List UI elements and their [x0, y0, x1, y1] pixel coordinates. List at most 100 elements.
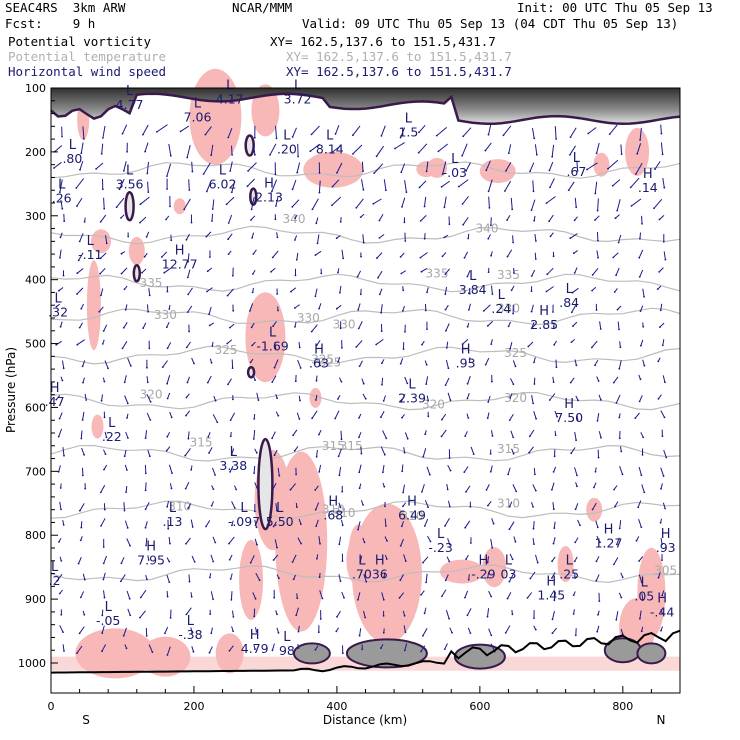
wind-vector-head — [399, 362, 402, 365]
wind-vector-head — [341, 490, 344, 493]
wind-vector-head — [187, 437, 190, 440]
extremum-letter: H — [314, 343, 324, 358]
wind-vector — [273, 521, 277, 527]
wind-vector-head — [534, 258, 537, 260]
wind-vector-head — [291, 136, 294, 138]
wind-vector — [341, 591, 345, 598]
wind-vector-head — [507, 152, 510, 155]
extremum-value: 2.85 — [530, 317, 558, 332]
wind-vector-head — [149, 400, 152, 403]
wind-vector-head — [593, 486, 595, 489]
extremum-value: .63 — [309, 356, 329, 371]
wind-vector — [319, 590, 323, 599]
theta-label: 310 — [333, 506, 356, 520]
wind-vector-head — [60, 560, 63, 562]
wind-vector-head — [528, 435, 531, 438]
wind-vector-head — [60, 613, 63, 616]
wind-vector — [275, 125, 277, 139]
extremum-value: .68 — [323, 508, 343, 523]
pv-contour — [257, 437, 274, 531]
wind-vector-head — [230, 191, 233, 194]
wind-vector-head — [489, 453, 492, 455]
wind-vector-head — [58, 592, 61, 595]
wind-vector-head — [362, 504, 364, 506]
wind-vector-head — [657, 360, 660, 363]
wind-vector — [418, 124, 426, 133]
wind-vector-head — [211, 344, 214, 347]
wind-vector-head — [464, 596, 466, 599]
wind-vector-head — [63, 220, 66, 223]
wind-vector — [254, 519, 257, 528]
wind-vector-head — [502, 134, 505, 137]
wind-vector-head — [576, 169, 579, 172]
wind-vector — [549, 178, 555, 188]
wind-vector-head — [532, 190, 535, 193]
wind-vector-head — [508, 505, 511, 508]
wind-vector-head — [315, 222, 318, 225]
wind-vector — [503, 125, 512, 136]
wind-vector-head — [642, 325, 645, 328]
wind-vector-head — [401, 416, 403, 419]
wind-vector-head — [318, 191, 321, 194]
wind-vector-head — [617, 241, 620, 244]
wind-vector-head — [362, 170, 364, 173]
wind-vector-head — [228, 542, 230, 545]
wind-vector — [420, 215, 427, 222]
wind-vector — [551, 482, 555, 490]
wind-vector-head — [103, 596, 106, 599]
wind-vector — [318, 536, 321, 544]
wind-vector-head — [226, 342, 229, 345]
theta-label: 305 — [654, 563, 677, 577]
wind-vector-head — [465, 169, 468, 172]
theta-label: 325 — [311, 353, 334, 367]
wind-vector — [123, 627, 127, 636]
extremum-letter: L — [54, 291, 62, 306]
wind-vector-head — [417, 151, 420, 154]
theta-isentrope — [50, 225, 681, 245]
wind-vector-head — [467, 578, 470, 581]
wind-vector-head — [127, 235, 130, 238]
wind-vector-head — [469, 505, 472, 508]
wind-vector — [529, 571, 536, 579]
wind-vector — [318, 359, 321, 366]
wind-vector — [659, 322, 665, 328]
wind-vector-head — [575, 439, 577, 442]
extremum-letter: H — [175, 244, 185, 259]
wind-vector — [631, 198, 642, 207]
wind-vector — [148, 644, 153, 653]
wind-vector-head — [658, 271, 661, 273]
wind-vector — [613, 376, 619, 383]
theta-label: 320 — [140, 388, 163, 402]
wind-vector-head — [273, 366, 276, 369]
wind-vector-head — [664, 507, 666, 510]
wind-vector-head — [258, 579, 261, 582]
wind-vector-head — [311, 208, 314, 211]
wind-vector — [596, 142, 600, 154]
wind-vector-head — [205, 525, 207, 528]
wind-vector — [462, 196, 469, 205]
wind-vector — [619, 466, 623, 475]
extremum-letter: H — [564, 397, 574, 412]
wind-vector — [485, 357, 490, 365]
wind-vector-head — [664, 258, 667, 261]
pv-positive-region — [309, 387, 322, 408]
wind-vector — [509, 341, 513, 349]
wind-vector — [596, 535, 601, 543]
wind-vector-head — [168, 560, 171, 563]
wind-vector — [402, 484, 405, 493]
extremum-low: L98 — [279, 630, 295, 658]
wind-vector-head — [276, 613, 278, 616]
wind-vector-head — [144, 526, 147, 529]
wind-vector — [82, 573, 86, 580]
wind-vector-head — [548, 220, 550, 223]
wind-vector-head — [310, 330, 313, 333]
wind-vector-head — [421, 491, 423, 493]
wind-vector-head — [422, 561, 424, 564]
wind-vector — [229, 645, 234, 652]
wind-vector-head — [191, 170, 194, 173]
wind-vector-head — [166, 290, 169, 293]
extremum-low: L.24 — [491, 288, 511, 316]
pv-contour — [246, 366, 256, 379]
wind-vector-head — [377, 276, 379, 279]
wind-vector-head — [168, 308, 171, 310]
